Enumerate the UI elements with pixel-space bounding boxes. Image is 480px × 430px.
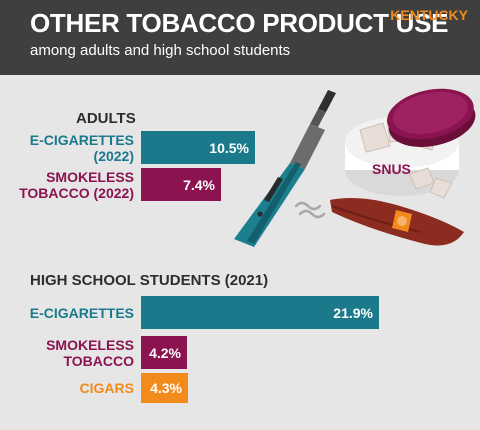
snus-tin-icon: SNUS	[345, 88, 476, 199]
bar	[141, 373, 188, 403]
tobacco-products-illustration: SNUS	[234, 88, 476, 247]
category-label-line: TOBACCO	[63, 352, 134, 369]
category-label-line: (2022)	[93, 147, 134, 164]
data-label: 7.4%	[183, 176, 215, 193]
category-label-line: SMOKELESS	[46, 168, 134, 185]
section-title-adults: ADULTS	[76, 110, 136, 127]
category-label-line: E-CIGARETTES	[29, 304, 134, 321]
category-label: CIGARS	[80, 380, 134, 396]
header: OTHER TOBACCO PRODUCT USE among adults a…	[0, 0, 480, 75]
bar	[141, 336, 187, 369]
category-label-line: TOBACCO (2022)	[19, 184, 134, 201]
data-label: 4.2%	[149, 344, 181, 361]
category-label: E-CIGARETTES (2022)	[30, 132, 134, 164]
e-cigarette-icon	[234, 90, 336, 247]
state-label: KENTUCKY	[390, 7, 468, 23]
category-label-line: SMOKELESS	[46, 336, 134, 353]
data-label: 21.9%	[333, 304, 373, 321]
cigar-icon	[330, 198, 464, 246]
data-label: 4.3%	[150, 380, 182, 396]
bar	[141, 296, 379, 329]
page-title: OTHER TOBACCO PRODUCT USE	[30, 8, 449, 38]
smoke-icon	[294, 201, 326, 219]
snus-label: SNUS	[372, 161, 411, 177]
category-label: E-CIGARETTES	[30, 305, 134, 321]
category-label: SMOKELESS TOBACCO (2022)	[19, 169, 134, 201]
bar	[141, 131, 255, 164]
section-title-high-school: HIGH SCHOOL STUDENTS (2021)	[30, 272, 269, 289]
data-label: 10.5%	[209, 139, 249, 156]
category-label-line: E-CIGARETTES	[29, 131, 134, 148]
category-label-line: CIGARS	[79, 380, 134, 396]
page-subtitle: among adults and high school students	[30, 42, 291, 59]
bar	[141, 168, 221, 201]
category-label: SMOKELESS TOBACCO	[46, 337, 134, 369]
